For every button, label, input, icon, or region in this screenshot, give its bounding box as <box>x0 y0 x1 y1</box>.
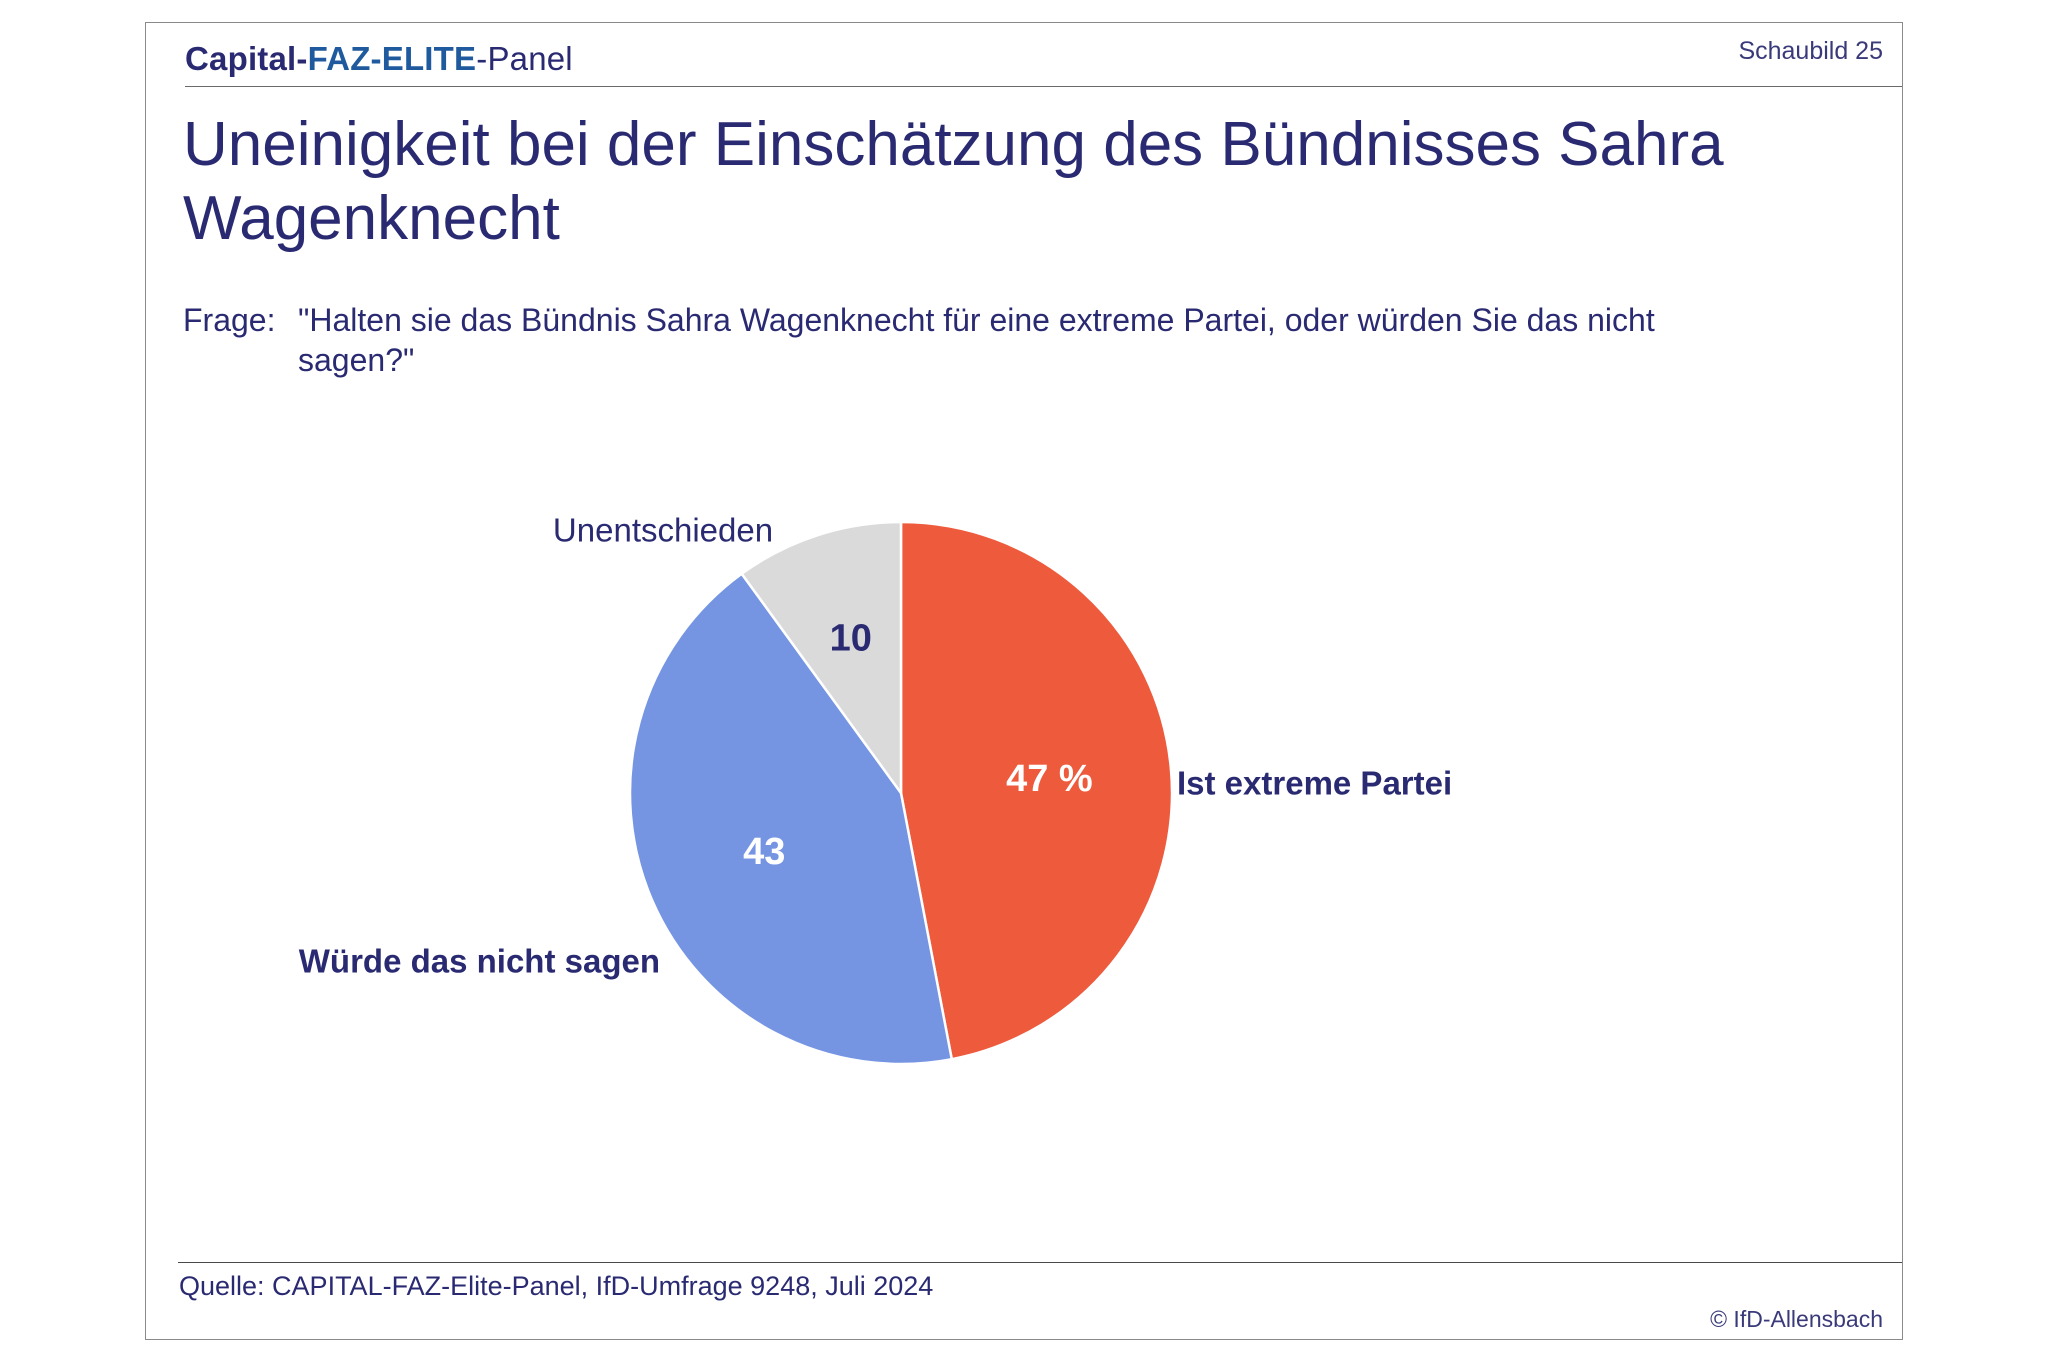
source-note: Quelle: CAPITAL-FAZ-Elite-Panel, IfD-Umf… <box>179 1271 934 1301</box>
chart-title: Uneinigkeit bei der Einschätzung des Bün… <box>183 110 1724 253</box>
brand-part-panel: -Panel <box>476 40 573 77</box>
question-text: "Halten sie das Bündnis Sahra Wagenknech… <box>298 302 1655 378</box>
figure-number: Schaubild 25 <box>1738 37 1883 65</box>
footer-divider <box>178 1262 1902 1263</box>
slide-frame <box>145 22 1903 1340</box>
pie-slice-1 <box>899 520 1174 1061</box>
slice-category-label-3: Unentschieden <box>553 512 773 549</box>
copyright-note: © IfD-Allensbach <box>1710 1306 1883 1332</box>
brand-part-faz-elite: FAZ-ELITE <box>307 40 477 77</box>
slice-category-label-1: Ist extreme Partei <box>1177 765 1452 802</box>
pie-slice-3 <box>740 520 903 795</box>
pie-slice-2 <box>628 572 954 1066</box>
slice-category-label-2: Würde das nicht sagen <box>299 943 660 980</box>
question-prefix: Frage: <box>183 302 276 338</box>
slice-value-label-2: 43 <box>743 831 785 873</box>
slice-value-label-3: 10 <box>830 617 872 659</box>
slice-value-label-1: 47 % <box>1006 758 1093 800</box>
header-divider <box>185 86 1902 87</box>
brand-part-capital: Capital- <box>185 40 308 77</box>
brand-logo: Capital-FAZ-ELITE-Panel <box>185 40 573 78</box>
